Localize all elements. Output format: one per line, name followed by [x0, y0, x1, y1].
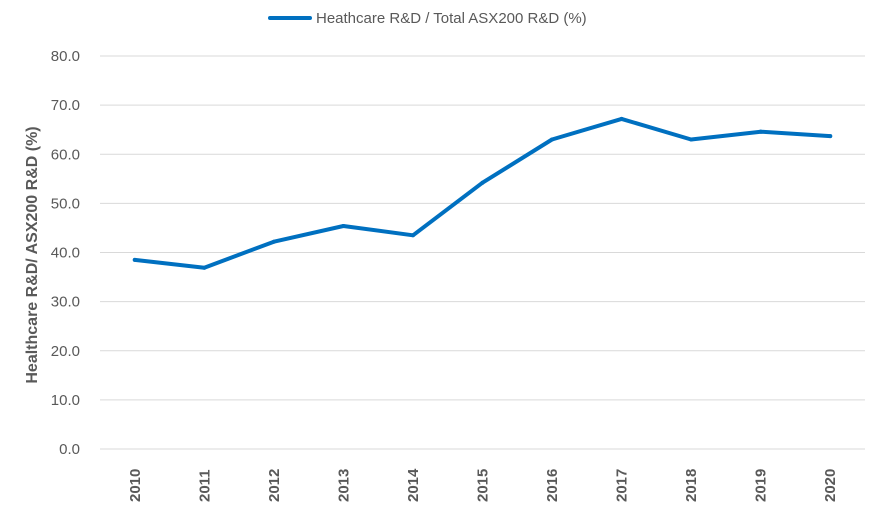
y-tick-label: 0.0	[59, 441, 80, 458]
y-tick-label: 50.0	[51, 195, 80, 212]
x-tick-label: 2019	[753, 469, 770, 502]
x-tick-label: 2014	[405, 468, 422, 502]
x-tick-label: 2015	[475, 469, 492, 502]
data-point	[619, 116, 624, 121]
data-point	[132, 257, 137, 262]
y-tick-label: 10.0	[51, 392, 80, 409]
series-line	[132, 116, 833, 270]
y-axis-title: Healthcare R&D/ ASX200 R&D (%)	[24, 126, 41, 383]
y-tick-label: 60.0	[51, 146, 80, 163]
data-points	[132, 116, 833, 270]
x-tick-label: 2013	[335, 469, 352, 502]
x-tick-label: 2017	[614, 469, 631, 502]
gridlines	[100, 55, 865, 450]
data-point	[550, 137, 555, 142]
y-tick-label: 40.0	[51, 245, 80, 262]
y-tick-label: 70.0	[51, 97, 80, 114]
y-tick-label: 80.0	[51, 48, 80, 65]
legend-label: Heathcare R&D / Total ASX200 R&D (%)	[316, 10, 587, 27]
legend: Heathcare R&D / Total ASX200 R&D (%)	[268, 10, 587, 27]
x-tick-label: 2020	[822, 469, 839, 502]
y-axis-ticks: 0.0 10.0 20.0 30.0 40.0 50.0 60.0 70.0 80.0	[51, 48, 80, 458]
x-tick-label: 2010	[127, 469, 144, 502]
data-point	[689, 137, 694, 142]
data-point	[202, 265, 207, 270]
data-point	[410, 233, 415, 238]
y-tick-label: 30.0	[51, 294, 80, 311]
x-tick-label: 2018	[683, 469, 700, 502]
data-point	[341, 223, 346, 228]
x-tick-label: 2011	[196, 469, 213, 502]
data-point	[828, 134, 833, 139]
y-tick-label: 20.0	[51, 343, 80, 360]
data-point	[271, 239, 276, 244]
data-point	[480, 180, 485, 185]
x-tick-label: 2012	[266, 469, 283, 502]
data-point	[758, 129, 763, 134]
x-axis-ticks: 2010 2011 2012 2013 2014 2015 2016 2017 2018 2019…	[127, 468, 839, 502]
x-tick-label: 2016	[544, 469, 561, 502]
